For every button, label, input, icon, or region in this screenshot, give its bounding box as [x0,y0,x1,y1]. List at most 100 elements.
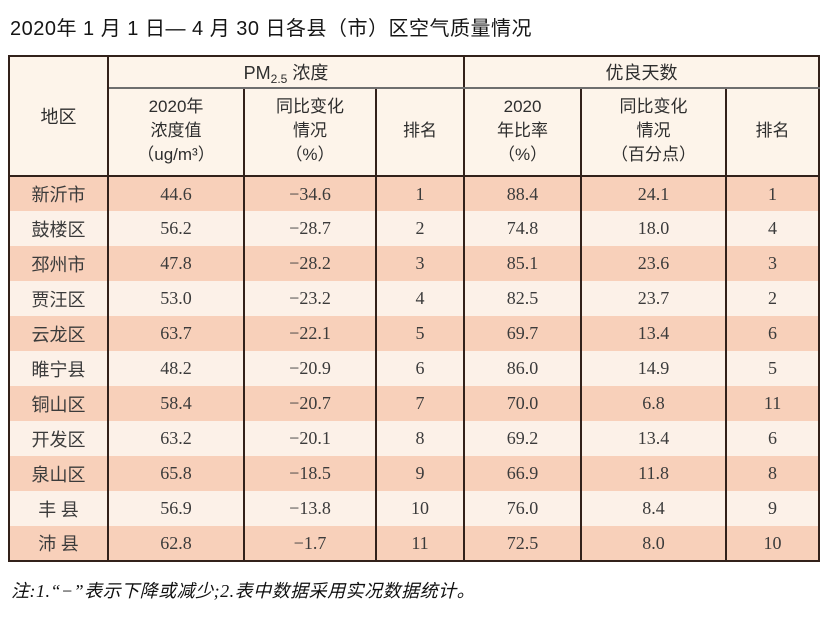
column-header-pm-value: 2020年 浓度值 （ug/m³） [107,88,245,178]
cell-good-rank: 10 [725,526,821,562]
column-header-pm-change: 同比变化 情况 （%） [243,88,377,178]
cell-pm-value: 56.9 [107,491,245,527]
column-header-good-change: 同比变化 情况 （百分点） [580,88,728,178]
cell-pm-value: 48.2 [107,351,245,387]
cell-pm-value: 65.8 [107,456,245,492]
cell-good-change: 23.7 [580,281,728,317]
table-row: 云龙区 63.7 −22.1 5 69.7 13.4 6 [8,316,821,352]
column-header-good-rate: 2020 年比率 （%） [463,88,583,178]
cell-good-change: 13.4 [580,421,728,457]
cell-good-rate: 66.9 [463,456,583,492]
cell-pm-rank: 3 [374,246,466,282]
table-row: 沛 县 62.8 −1.7 11 72.5 8.0 10 [8,526,821,562]
cell-good-rate: 70.0 [463,386,583,422]
cell-region: 邳州市 [8,246,109,282]
cell-good-change: 11.8 [580,456,728,492]
pm25-label-subscript: 2.5 [270,71,288,86]
cell-pm-change: −23.2 [243,281,377,317]
cell-pm-change: −28.7 [243,211,377,247]
cell-good-rank: 5 [725,351,821,387]
table-body: 新沂市 44.6 −34.6 1 88.4 24.1 1 鼓楼区 56.2 −28.7 2 74.8 1… [8,176,821,562]
cell-pm-rank: 5 [374,316,466,352]
table-header: 地区 PM2.5 浓度 优良天数 2020年 浓度值 （ug/m³） 同比变化 … [8,56,821,178]
cell-good-change: 13.4 [580,316,728,352]
cell-good-rank: 4 [725,211,821,247]
cell-good-rank: 1 [725,176,821,212]
cell-good-rate: 86.0 [463,351,583,387]
cell-good-change: 6.8 [580,386,728,422]
cell-pm-change: −20.9 [243,351,377,387]
cell-good-rate: 88.4 [463,176,583,212]
cell-pm-change: −18.5 [243,456,377,492]
cell-pm-rank: 6 [374,351,466,387]
cell-pm-change: −22.1 [243,316,377,352]
cell-pm-change: −34.6 [243,176,377,212]
cell-good-rate: 74.8 [463,211,583,247]
cell-good-rank: 6 [725,316,821,352]
column-group-pm25: PM2.5 浓度 [106,56,466,89]
cell-good-rate: 85.1 [463,246,583,282]
cell-good-change: 8.4 [580,491,728,527]
cell-pm-rank: 8 [374,421,466,457]
cell-good-rate: 82.5 [463,281,583,317]
cell-region: 新沂市 [8,176,109,212]
cell-region: 云龙区 [8,316,109,352]
cell-good-rank: 2 [725,281,821,317]
cell-good-rank: 9 [725,491,821,527]
cell-pm-change: −20.1 [243,421,377,457]
cell-good-rate: 76.0 [463,491,583,527]
cell-pm-change: −28.2 [243,246,377,282]
table-row: 泉山区 65.8 −18.5 9 66.9 11.8 8 [8,456,821,492]
cell-good-change: 18.0 [580,211,728,247]
table-footnote: 注:1.“−”表示下降或减少;2.表中数据采用实况数据统计。 [11,581,476,602]
page: 2020年 1 月 1 日— 4 月 30 日各县（市）区空气质量情况 地区 P… [8,18,821,602]
cell-region: 贾汪区 [8,281,109,317]
cell-good-change: 23.6 [580,246,728,282]
cell-pm-rank: 2 [374,211,466,247]
cell-pm-value: 47.8 [107,246,245,282]
cell-pm-value: 63.7 [107,316,245,352]
pm25-label-prefix: PM [243,62,271,83]
cell-pm-value: 53.0 [107,281,245,317]
cell-pm-change: −20.7 [243,386,377,422]
cell-good-change: 14.9 [580,351,728,387]
page-title: 2020年 1 月 1 日— 4 月 30 日各县（市）区空气质量情况 [10,18,533,40]
cell-region: 鼓楼区 [8,211,109,247]
air-quality-table: 地区 PM2.5 浓度 优良天数 2020年 浓度值 （ug/m³） 同比变化 … [8,55,821,563]
cell-good-rate: 69.7 [463,316,583,352]
cell-region: 睢宁县 [8,351,109,387]
cell-pm-value: 56.2 [107,211,245,247]
cell-pm-rank: 1 [374,176,466,212]
cell-pm-rank: 9 [374,456,466,492]
table-row: 睢宁县 48.2 −20.9 6 86.0 14.9 5 [8,351,821,387]
cell-pm-rank: 10 [374,491,466,527]
cell-region: 沛 县 [8,526,109,562]
cell-good-rank: 11 [725,386,821,422]
cell-good-rank: 8 [725,456,821,492]
cell-good-rank: 6 [725,421,821,457]
column-group-good-days: 优良天数 [463,56,821,89]
cell-good-rank: 3 [725,246,821,282]
pm25-label-suffix: 浓度 [287,62,329,83]
header-group-row: 地区 PM2.5 浓度 优良天数 [8,56,821,178]
cell-pm-rank: 7 [374,386,466,422]
cell-region: 丰 县 [8,491,109,527]
table-row: 新沂市 44.6 −34.6 1 88.4 24.1 1 [8,176,821,212]
column-header-region: 地区 [8,56,109,178]
cell-region: 泉山区 [8,456,109,492]
table-row: 贾汪区 53.0 −23.2 4 82.5 23.7 2 [8,281,821,317]
column-header-good-rank: 排名 [725,88,821,178]
cell-pm-value: 44.6 [107,176,245,212]
column-header-pm-rank: 排名 [374,88,466,178]
table-row: 开发区 63.2 −20.1 8 69.2 13.4 6 [8,421,821,457]
cell-pm-rank: 4 [374,281,466,317]
cell-pm-value: 63.2 [107,421,245,457]
table-row: 鼓楼区 56.2 −28.7 2 74.8 18.0 4 [8,211,821,247]
table-row: 铜山区 58.4 −20.7 7 70.0 6.8 11 [8,386,821,422]
cell-pm-change: −13.8 [243,491,377,527]
cell-region: 铜山区 [8,386,109,422]
table-row: 丰 县 56.9 −13.8 10 76.0 8.4 9 [8,491,821,527]
table-row: 邳州市 47.8 −28.2 3 85.1 23.6 3 [8,246,821,282]
cell-good-rate: 69.2 [463,421,583,457]
cell-pm-rank: 11 [374,526,466,562]
